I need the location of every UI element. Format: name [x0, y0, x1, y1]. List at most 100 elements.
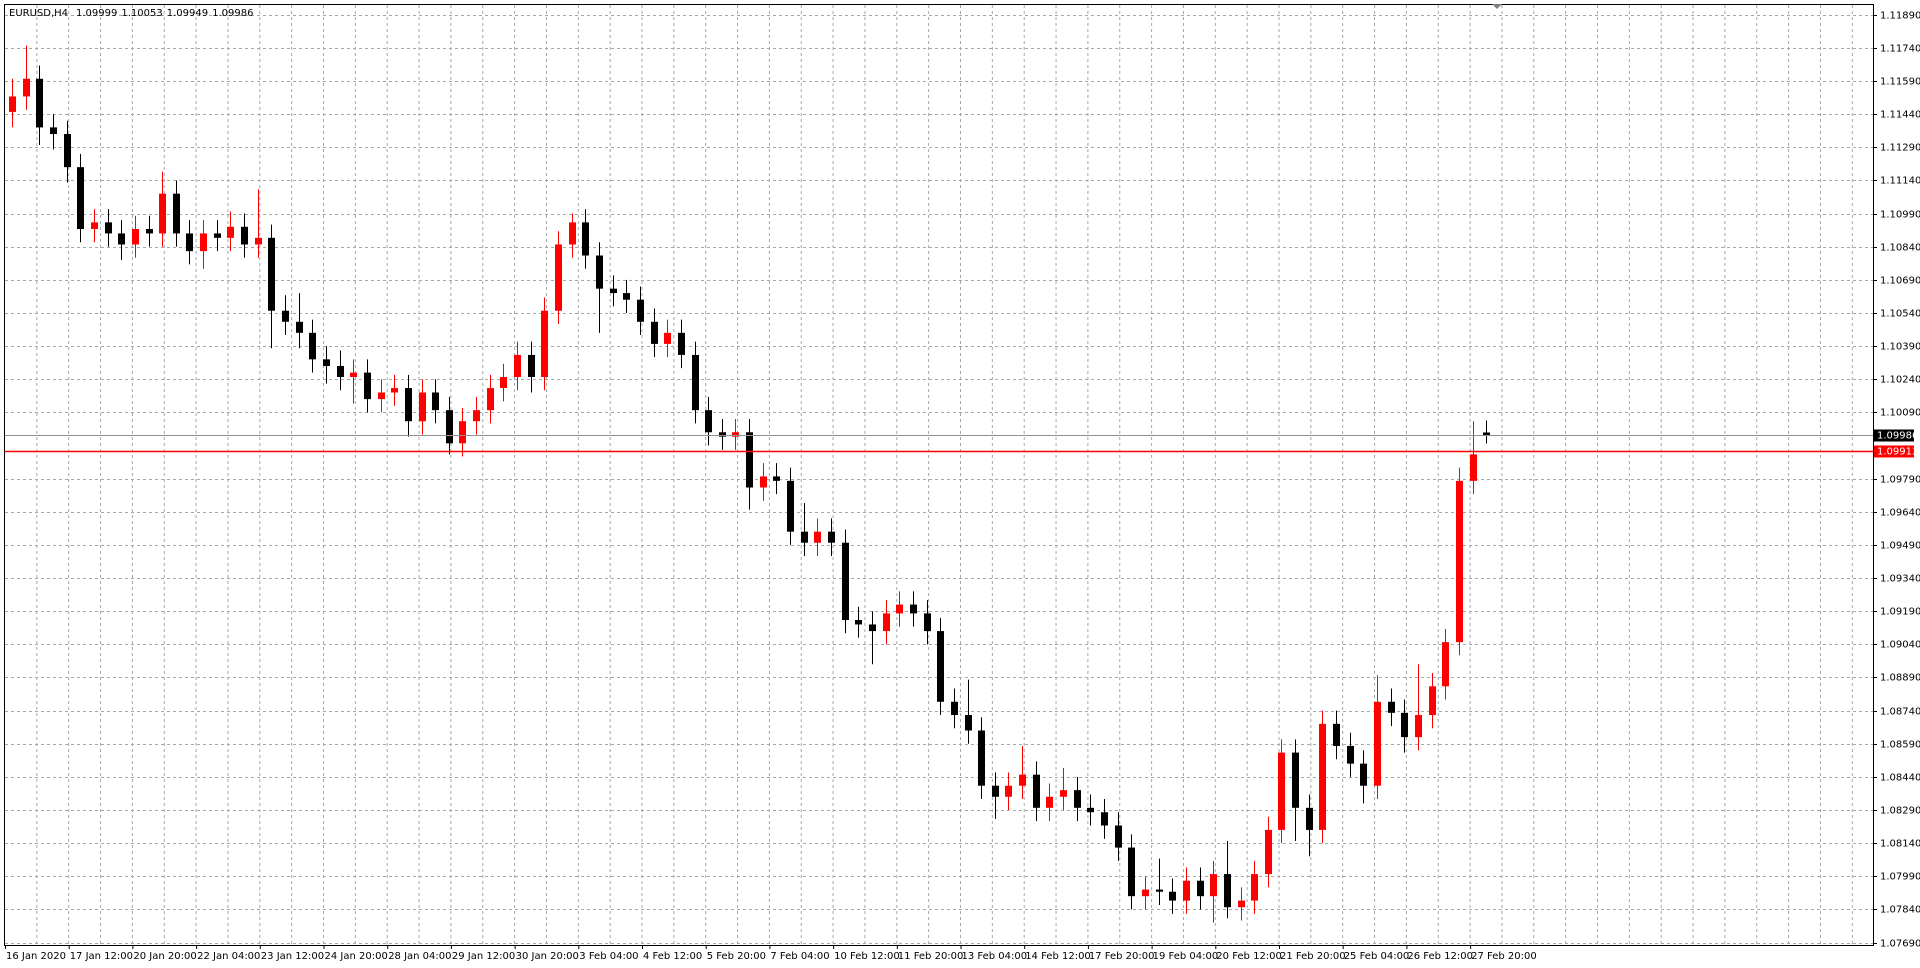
bid-label: 1.09986 — [1877, 431, 1918, 442]
candle-body — [637, 299, 644, 322]
x-tick-label: 14 Feb 12:00 — [1025, 951, 1091, 962]
x-tick-label: 20 Feb 12:00 — [1216, 951, 1282, 962]
candle-body — [323, 359, 330, 366]
x-tick-label: 7 Feb 04:00 — [770, 951, 829, 962]
candle-body — [173, 193, 180, 234]
candle-body — [378, 392, 385, 400]
candle-body — [732, 432, 739, 437]
y-tick-label: 1.10390 — [1880, 342, 1920, 353]
candle-body — [896, 604, 903, 614]
y-tick-label: 1.10240 — [1880, 375, 1920, 386]
y-tick-label: 1.11440 — [1880, 110, 1920, 121]
candle-body — [801, 531, 808, 543]
candle-body — [159, 193, 166, 234]
x-tick-label: 24 Jan 20:00 — [325, 951, 388, 962]
x-tick-label: 30 Jan 20:00 — [516, 951, 579, 962]
candle-body — [569, 222, 576, 245]
y-tick-label: 1.11290 — [1880, 143, 1920, 154]
candle-body — [1060, 790, 1067, 797]
candle-body — [746, 432, 753, 488]
candle-body — [883, 613, 890, 632]
candle-body — [1374, 701, 1381, 786]
candle-body — [296, 321, 303, 333]
x-tick-label: 29 Jan 12:00 — [452, 951, 515, 962]
candle-body — [227, 226, 234, 238]
hline-label: 1.09913 — [1877, 447, 1918, 458]
candle-body — [1169, 891, 1176, 901]
candle-body — [760, 476, 767, 488]
y-tick-label: 1.10090 — [1880, 408, 1920, 419]
candle-body — [1306, 807, 1313, 830]
candle-body — [1265, 829, 1272, 875]
candle-body — [1388, 701, 1395, 713]
candle-body — [1415, 715, 1422, 738]
candle-body — [1251, 874, 1258, 901]
candle-body — [1333, 723, 1340, 746]
candle-body — [1210, 874, 1217, 897]
candle-body — [1128, 847, 1135, 897]
y-tick-label: 1.08290 — [1880, 806, 1920, 817]
candle-body — [651, 321, 658, 344]
candle-body — [869, 624, 876, 632]
candle-body — [842, 542, 849, 621]
y-tick-label: 1.11890 — [1880, 11, 1920, 22]
title-value: 1.09949 — [167, 8, 208, 19]
y-tick-label: 1.11140 — [1880, 176, 1920, 187]
candle-body — [364, 372, 371, 400]
candle-body — [664, 332, 671, 344]
candle-body — [555, 244, 562, 311]
chart-title: EURUSD,H4 — [9, 8, 68, 19]
x-tick-label: 20 Jan 20:00 — [133, 951, 196, 962]
x-tick-label: 3 Feb 04:00 — [579, 951, 638, 962]
x-tick-label: 4 Feb 12:00 — [643, 951, 702, 962]
candle-body — [350, 372, 357, 378]
x-tick-label: 25 Feb 04:00 — [1344, 951, 1410, 962]
x-tick-label: 26 Feb 12:00 — [1407, 951, 1473, 962]
candle-body — [965, 715, 972, 731]
candle-body — [787, 480, 794, 532]
candle-body — [1278, 752, 1285, 830]
x-tick-label: 17 Jan 12:00 — [70, 951, 133, 962]
candle-body — [855, 620, 862, 625]
candle-body — [1238, 900, 1245, 908]
title-value: 1.10053 — [121, 8, 162, 19]
candle-body — [105, 222, 112, 234]
candle-body — [214, 233, 221, 238]
candle-body — [1483, 432, 1490, 436]
candle-body — [405, 388, 412, 422]
candle-body — [678, 332, 685, 355]
y-tick-label: 1.07840 — [1880, 905, 1920, 916]
candle-body — [337, 365, 344, 378]
y-tick-label: 1.11740 — [1880, 44, 1920, 55]
scroll-marker — [1492, 4, 1502, 9]
candle-body — [828, 531, 835, 543]
candle-body — [1224, 874, 1231, 908]
candle-body — [64, 134, 71, 168]
candle-body — [1360, 763, 1367, 786]
y-tick-label: 1.08590 — [1880, 740, 1920, 751]
candle-body — [951, 701, 958, 716]
y-tick-label: 1.10990 — [1880, 210, 1920, 221]
candle-body — [1401, 712, 1408, 738]
candle-body — [419, 392, 426, 422]
y-tick-label: 1.10840 — [1880, 243, 1920, 254]
candle-body — [1142, 889, 1149, 897]
candle-body — [282, 310, 289, 322]
x-tick-label: 5 Feb 20:00 — [707, 951, 766, 962]
candle-body — [146, 229, 153, 234]
x-tick-label: 21 Feb 20:00 — [1280, 951, 1346, 962]
candle-body — [1019, 774, 1026, 786]
chart-frame — [4, 4, 1874, 946]
candle-body — [924, 613, 931, 632]
candle-body — [623, 293, 630, 300]
x-tick-label: 27 Feb 20:00 — [1471, 951, 1537, 962]
y-tick-label: 1.10540 — [1880, 309, 1920, 320]
candle-body — [473, 410, 480, 422]
candle-body — [773, 476, 780, 481]
candle-body — [719, 432, 726, 437]
candle-body — [1033, 774, 1040, 808]
candle-body — [1101, 812, 1108, 826]
x-tick-label: 11 Feb 20:00 — [898, 951, 964, 962]
